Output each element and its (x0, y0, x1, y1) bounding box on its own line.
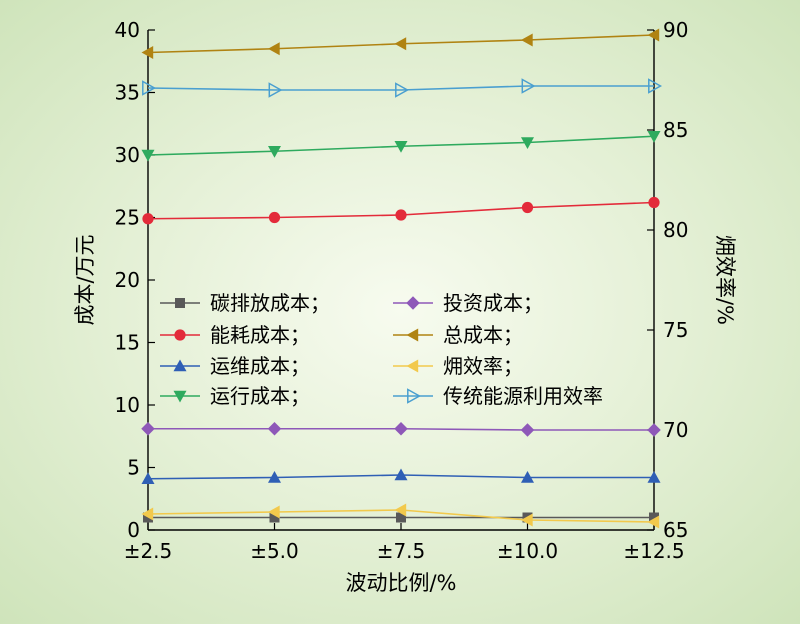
data-point-s2-0 (142, 213, 154, 225)
data-point-s0-1 (269, 512, 280, 523)
data-point-s1-1 (267, 422, 282, 436)
legend-swatch-marker (173, 359, 187, 372)
y-tick-label-left: 35 (115, 81, 140, 105)
legend-swatch-marker (406, 359, 419, 373)
legend-label: 㶲效率； (443, 354, 523, 378)
x-tick-label: ±2.5 (124, 539, 173, 563)
y-tick-label-left: 5 (127, 456, 140, 480)
data-point-s2-3 (521, 201, 534, 214)
data-point-s1-2 (394, 422, 408, 436)
legend-label: 运行成本； (210, 384, 310, 408)
data-point-s3-2 (394, 37, 407, 51)
y-tick-label-right: 75 (663, 318, 688, 342)
data-point-s5-3 (521, 513, 533, 527)
legend-swatch-marker (175, 298, 185, 308)
legend-label: 碳排放成本； (210, 291, 330, 315)
y-tick-label-left: 20 (115, 268, 140, 292)
data-point-s4-3 (521, 471, 534, 483)
y-axis-label-left: 成本/万元 (73, 234, 97, 325)
x-tick-label: ±7.5 (377, 539, 426, 563)
data-point-s4-1 (268, 471, 281, 483)
data-point-s5-2 (394, 503, 407, 517)
y-tick-label-left: 30 (115, 143, 140, 167)
y-tick-label-right: 65 (663, 518, 688, 542)
legend-label: 投资成本； (443, 291, 543, 315)
x-axis-label: 波动比例/% (345, 571, 456, 595)
data-point-s3-4 (647, 28, 660, 42)
data-point-s6-0 (141, 149, 155, 162)
y-tick-label-left: 40 (115, 18, 140, 42)
data-point-s5-4 (647, 515, 660, 529)
data-point-s2-2 (395, 209, 407, 221)
data-point-s1-3 (520, 423, 535, 437)
y-tick-label-left: 25 (115, 206, 140, 230)
data-point-s6-1 (268, 146, 281, 158)
legend-swatch-marker (173, 390, 187, 403)
y-tick-label-right: 90 (663, 18, 688, 42)
data-point-s0-2 (396, 512, 406, 523)
data-point-s3-0 (141, 46, 154, 59)
data-point-s6-4 (647, 131, 661, 143)
data-point-s4-0 (141, 472, 155, 484)
data-point-s7-2 (395, 82, 410, 98)
y-axis-label-right: 㶲效率/% (713, 235, 737, 325)
y-tick-label-right: 85 (663, 118, 688, 142)
data-point-s1-4 (647, 423, 661, 437)
data-point-s2-1 (268, 211, 281, 224)
legend-label: 总成本； (443, 323, 523, 347)
data-point-s0-4 (649, 512, 659, 523)
data-point-s4-4 (647, 471, 661, 483)
x-tick-label: ±10.0 (497, 539, 558, 563)
data-point-s5-0 (141, 507, 154, 521)
data-point-s7-0 (142, 80, 157, 96)
legend-swatch-marker (407, 388, 422, 404)
data-point-s3-3 (521, 33, 533, 47)
data-point-s6-2 (394, 141, 408, 153)
legend-label: 传统能源利用效率 (443, 384, 603, 408)
y-tick-label-right: 80 (663, 218, 688, 242)
data-point-s7-1 (268, 82, 283, 98)
legend-swatch-marker (406, 328, 419, 342)
data-point-s5-1 (268, 505, 280, 519)
data-point-s3-1 (268, 42, 280, 56)
data-point-s7-4 (648, 78, 663, 94)
legend-label: 运维成本； (210, 354, 310, 378)
data-point-s7-3 (521, 78, 536, 94)
data-point-s4-2 (394, 468, 408, 481)
data-point-s2-4 (648, 196, 660, 209)
y-tick-label-left: 15 (115, 331, 140, 355)
y-tick-label-right: 70 (663, 418, 688, 442)
x-tick-label: ±5.0 (250, 539, 299, 563)
legend-swatch-marker (406, 296, 420, 310)
legend-swatch-marker (174, 329, 186, 341)
x-tick-label: ±12.5 (623, 539, 684, 563)
data-point-s6-3 (521, 137, 534, 149)
y-tick-label-left: 10 (115, 393, 140, 417)
series-line-7 (147, 85, 654, 91)
legend-label: 能耗成本； (210, 323, 310, 347)
y-tick-label-left: 0 (127, 518, 140, 542)
data-point-s1-0 (141, 422, 155, 436)
